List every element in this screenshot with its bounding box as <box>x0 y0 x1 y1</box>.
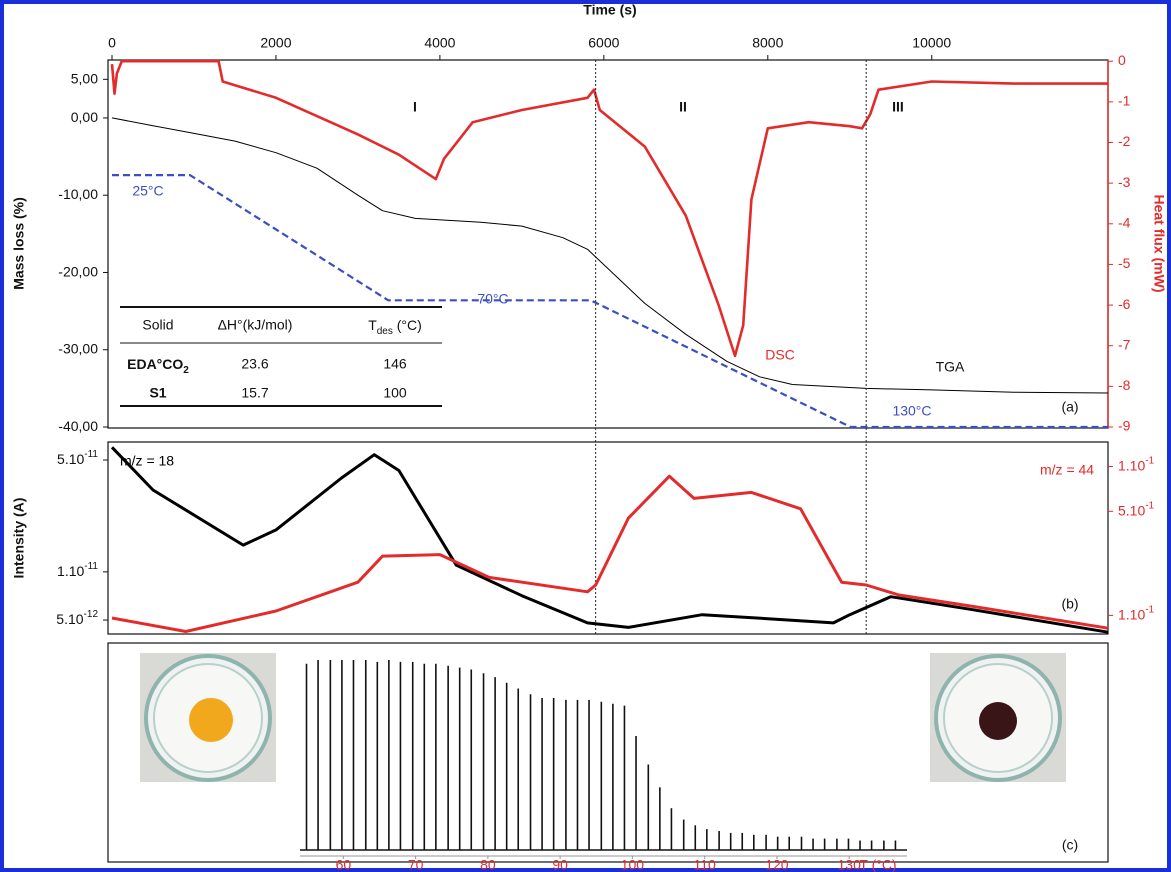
y2-tick-label: -6 <box>1118 296 1131 312</box>
annotation: II <box>679 99 687 115</box>
y-tick-label: -10,00 <box>58 186 98 202</box>
y-tick-label-main: 5,00 <box>71 70 98 86</box>
y-tick-label-main: 5.10 <box>57 451 84 467</box>
y2-tick-label: -4 <box>1118 214 1131 230</box>
x-tick-label: 80 <box>480 857 496 872</box>
photo-after <box>930 653 1066 782</box>
table-cell-sub: 2 <box>183 365 189 376</box>
figure: 0 2000 4000 6000 8000 10000 Time (s) 5,00 0,00 -1… <box>0 0 1171 872</box>
x-axis-title: Time (s) <box>583 2 636 18</box>
y-axis-title: Mass loss (%) <box>11 197 27 290</box>
annotation: I <box>413 99 417 115</box>
legend-label: m/z = 18 <box>120 453 174 469</box>
x-tick-label: 60 <box>336 857 352 872</box>
x-tick-label: 2000 <box>260 35 291 51</box>
y2-tick-label: -9 <box>1118 418 1131 434</box>
annotation: (c) <box>1062 837 1078 853</box>
y2-tick-label: -8 <box>1118 377 1131 393</box>
y-tick-label-main: -20,00 <box>58 263 98 279</box>
y2-tick-label: -7 <box>1118 336 1131 352</box>
table-cell: 23.6 <box>241 356 268 372</box>
x-tick-label: 120 <box>765 857 789 872</box>
y2-tick-label-main: 5.10 <box>1118 502 1145 518</box>
y2-tick-label: -1 <box>1118 93 1131 109</box>
x-tick-label: 100 <box>621 857 645 872</box>
table-header: Solid <box>142 317 173 333</box>
table-header-tail: (°C) <box>393 317 422 333</box>
annotation: 70°C <box>477 291 508 307</box>
y-tick-label-main: 0,00 <box>71 109 98 125</box>
annotation: III <box>892 99 904 115</box>
table-cell: 15.7 <box>241 385 268 401</box>
x-tick-label: 10000 <box>912 35 951 51</box>
x-tick-label: 8000 <box>752 35 783 51</box>
y2-tick-label-exp: -1 <box>1145 500 1154 511</box>
table-cell: 146 <box>383 356 407 372</box>
x-axis-title: T (°C) <box>859 857 896 872</box>
table-header: ΔH°(kJ/mol) <box>218 317 293 333</box>
y2-tick-label: 0 <box>1118 52 1126 68</box>
y2-tick-label: -5 <box>1118 255 1131 271</box>
y-tick-label-main: 5.10 <box>56 611 83 627</box>
y2-tick-label-main: 1.10 <box>1118 457 1145 473</box>
y2-tick-label: -3 <box>1118 174 1131 190</box>
x-tick-label: 110 <box>694 857 717 872</box>
y2-tick-label-exp: -1 <box>1145 604 1154 615</box>
y2-tick-label-exp: -1 <box>1145 455 1154 466</box>
annotation: 25°C <box>132 183 163 199</box>
y-tick-label-exp: -12 <box>84 609 99 620</box>
x-tick-label: 0 <box>108 35 116 51</box>
annotation: (b) <box>1061 596 1078 612</box>
annotation: DSC <box>765 347 795 363</box>
y-axis-title: Intensity (A) <box>11 498 27 579</box>
x-tick-label: 4000 <box>424 35 455 51</box>
y2-tick-label-main: 1.10 <box>1118 606 1145 622</box>
y2-axis-title: Heat flux (mW) <box>1151 195 1167 293</box>
y-tick-label-main: -10,00 <box>58 186 98 202</box>
annotation: 130°C <box>892 403 931 419</box>
y-tick-label: -40,00 <box>58 418 98 434</box>
annotation: (a) <box>1061 399 1078 415</box>
x-tick-label: 130 <box>838 857 862 872</box>
table-cell-main: EDA°CO <box>127 356 183 372</box>
y2-tick-label: -2 <box>1118 133 1131 149</box>
y-tick-label: 5,00 <box>71 70 98 86</box>
y-tick-label-main: -30,00 <box>58 340 98 356</box>
table-cell: 100 <box>383 385 407 401</box>
table-header-sub: des <box>377 326 393 337</box>
y-tick-label-exp: -11 <box>84 561 98 572</box>
x-tick-label: 90 <box>552 857 568 872</box>
y-tick-label: -20,00 <box>58 263 98 279</box>
annotation: TGA <box>936 359 965 375</box>
y-tick-label-exp: -11 <box>84 449 98 460</box>
x-tick-label: 70 <box>408 857 424 872</box>
photo-before <box>140 653 276 782</box>
table-cell: S1 <box>149 385 166 401</box>
legend-label: m/z = 44 <box>1040 462 1094 478</box>
y-tick-label-main: 1.10 <box>57 563 84 579</box>
x-tick-label: 6000 <box>588 35 619 51</box>
y-tick-label: 0,00 <box>71 109 98 125</box>
y-tick-label: -30,00 <box>58 340 98 356</box>
y-tick-label-main: -40,00 <box>58 418 98 434</box>
